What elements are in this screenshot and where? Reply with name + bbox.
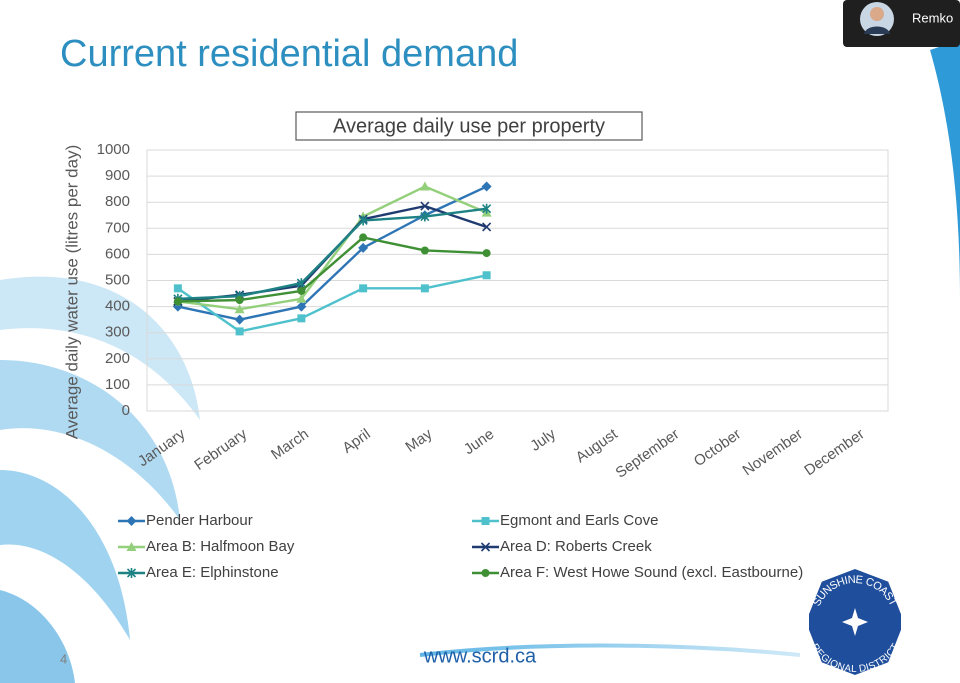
marker: [235, 296, 244, 305]
marker: [420, 211, 430, 222]
legend-label: Pender Harbour: [146, 512, 253, 529]
y-tick-label: 200: [105, 350, 130, 367]
marker: [234, 314, 245, 325]
series-line: [177, 274, 487, 333]
swirl: [0, 590, 75, 683]
logo-star: [842, 608, 868, 636]
y-tick-label: 800: [105, 193, 130, 210]
y-tick-label: 400: [105, 298, 130, 315]
marker: [296, 278, 306, 289]
y-tick-label: 900: [105, 167, 130, 184]
legend-marker: [126, 516, 137, 526]
underline-swoosh: [419, 643, 801, 657]
y-tick-label: 300: [105, 324, 130, 341]
legend-marker: [481, 569, 490, 577]
swoosh: [930, 40, 960, 300]
marker: [358, 215, 368, 226]
marker: [234, 304, 245, 314]
y-axis-label: Average daily water use (litres per day): [62, 145, 81, 440]
chart-title: Average daily use per property: [333, 115, 605, 137]
marker: [419, 181, 430, 191]
legend-marker: [481, 517, 490, 525]
marker: [420, 284, 429, 293]
y-tick-label: 1000: [97, 141, 130, 158]
avatar-face: [870, 7, 884, 21]
marker: [359, 233, 368, 242]
marker: [296, 293, 307, 303]
marker: [297, 314, 306, 323]
marker: [173, 284, 182, 293]
y-tick-label: 0: [122, 402, 130, 419]
chart-title-box: [295, 111, 643, 141]
marker: [482, 203, 492, 214]
legend-marker: [480, 542, 491, 552]
y-tick-label: 100: [105, 376, 130, 393]
marker: [482, 271, 491, 280]
marker: [420, 246, 429, 255]
marker: [420, 201, 430, 211]
swirl: [0, 470, 130, 640]
marker: [235, 327, 244, 336]
slide-title: Current residential demand: [60, 33, 518, 75]
legend-marker: [126, 542, 137, 551]
marker: [297, 286, 306, 295]
legend-label: Area B: Halfmoon Bay: [146, 538, 295, 555]
y-tick-label: 600: [105, 245, 130, 262]
marker: [481, 181, 492, 192]
participant-name: Remko: [912, 10, 953, 25]
avatar-body: [864, 26, 890, 34]
page-number: 4: [60, 651, 67, 666]
website: www.scrd.ca: [423, 645, 537, 667]
y-tick-label: 700: [105, 219, 130, 236]
legend-marker: [126, 568, 137, 578]
marker: [482, 249, 491, 258]
series-line: [177, 185, 488, 311]
marker: [296, 301, 307, 312]
legend-label: Area D: Roberts Creek: [500, 538, 652, 555]
legend-label: Area E: Elphinstone: [146, 564, 279, 581]
marker: [482, 222, 492, 232]
series-line: [177, 207, 487, 300]
y-tick-label: 500: [105, 271, 130, 288]
legend-label: Area F: West Howe Sound (excl. Eastbourn…: [500, 564, 803, 581]
legend-label: Egmont and Earls Cove: [500, 512, 658, 529]
marker: [358, 242, 369, 253]
marker: [173, 297, 182, 306]
marker: [359, 284, 368, 293]
swirl: [0, 276, 200, 420]
series-line: [177, 236, 487, 303]
swirl: [0, 360, 180, 520]
